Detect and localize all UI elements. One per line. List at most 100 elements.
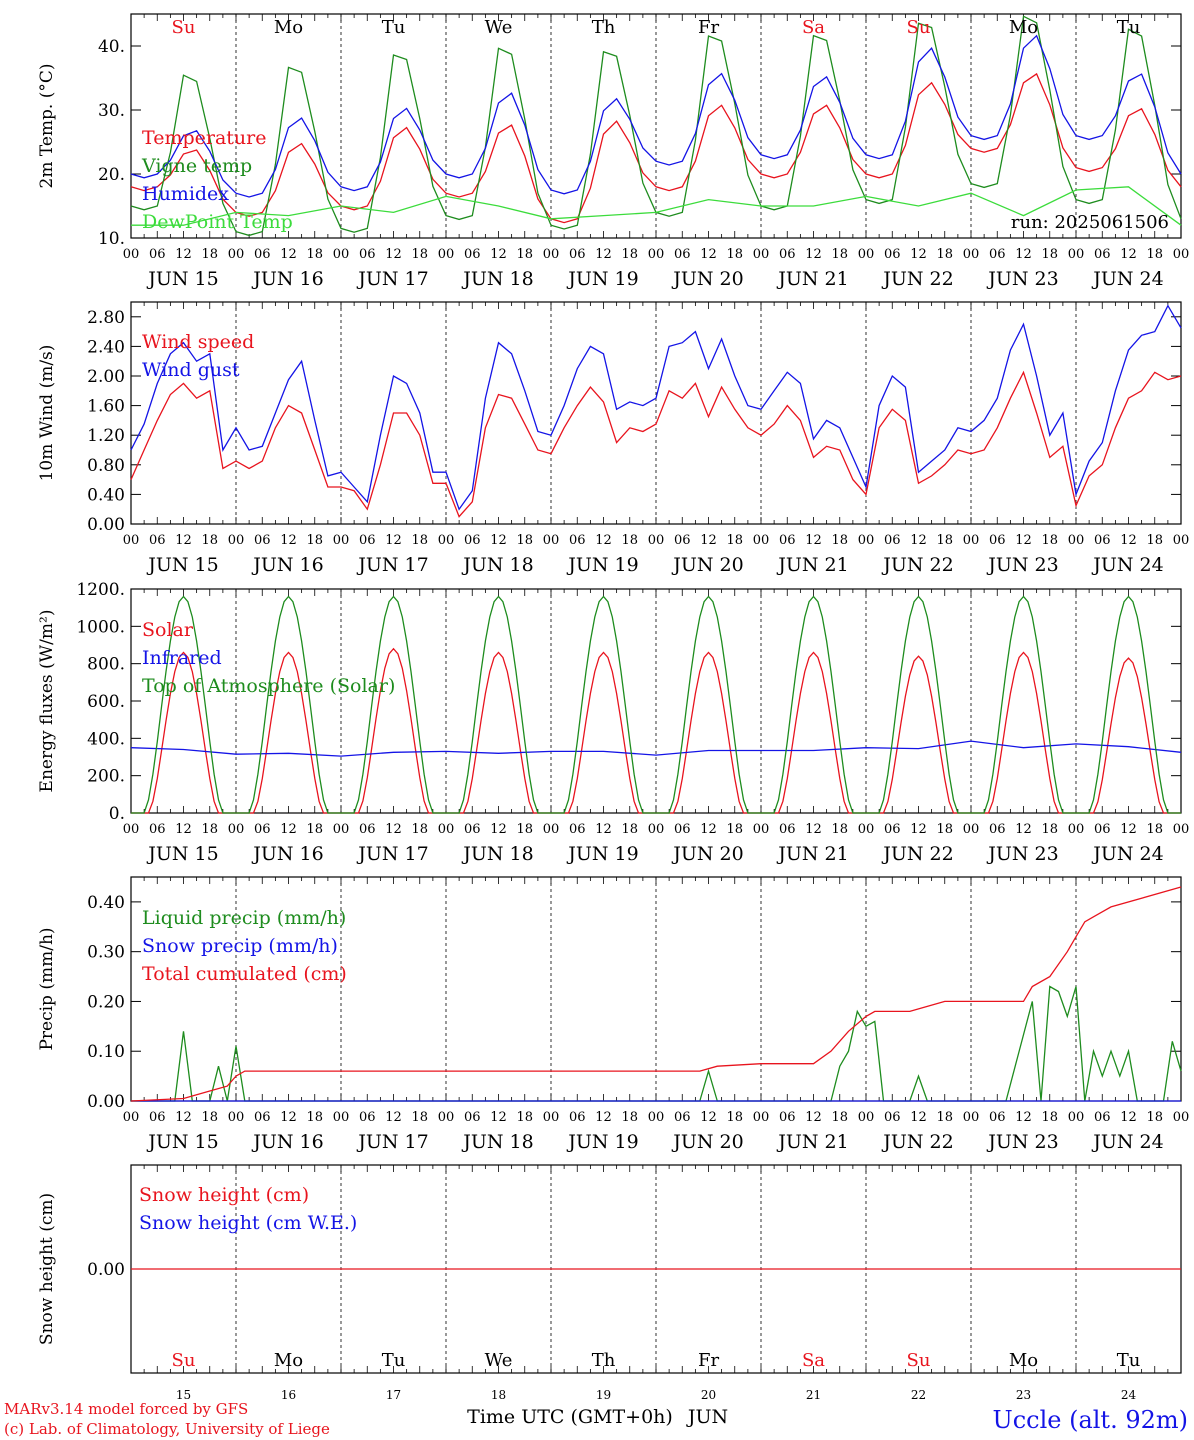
hour-label: 18 bbox=[726, 533, 743, 548]
panel-3: 0. 200. 400. 600. 800. 1000. 1200. Energy fluxe… bbox=[37, 580, 1189, 865]
y-tick-label: 0.00 bbox=[87, 1092, 125, 1112]
legend-entry: Wind speed bbox=[142, 331, 254, 353]
date-label: JUN 19 bbox=[566, 554, 638, 576]
date-label: JUN 21 bbox=[776, 268, 848, 290]
series-group bbox=[130, 304, 1182, 518]
date-label: JUN 23 bbox=[986, 268, 1058, 290]
y-tick-label: 0.40 bbox=[87, 485, 125, 505]
day-name-bottom: Fr bbox=[698, 1350, 719, 1371]
series-line-dewpoint-temp bbox=[131, 186, 1182, 226]
y-tick-label: 0.00 bbox=[87, 1260, 125, 1280]
hour-label: 00 bbox=[333, 533, 350, 548]
date-label: JUN 24 bbox=[1091, 554, 1163, 576]
hour-label: 12 bbox=[1015, 1110, 1032, 1125]
panel-4: 0.00 0.10 0.20 0.30 0.40 Precip (mm/h) Liquid … bbox=[37, 876, 1189, 1153]
y-tick-label: 10. bbox=[98, 229, 125, 249]
panel-1: 10. 20. 30. 40. 2m Temp. (°C) Temperature Vign… bbox=[37, 13, 1190, 290]
hour-label: 00 bbox=[333, 822, 350, 837]
hour-label: 00 bbox=[123, 247, 140, 262]
legend-entry: Solar bbox=[142, 619, 194, 641]
hour-label: 12 bbox=[910, 247, 927, 262]
hour-label: 12 bbox=[385, 822, 402, 837]
hour-label: 18 bbox=[411, 822, 428, 837]
day-number: 20 bbox=[701, 1388, 716, 1402]
day-number: 22 bbox=[911, 1388, 926, 1402]
day-name-top: Fr bbox=[698, 17, 719, 38]
hour-label: 00 bbox=[543, 1110, 560, 1125]
day-number: 16 bbox=[281, 1388, 296, 1402]
day-name-top: Tu bbox=[382, 17, 406, 38]
legend-entry: DewPoint Temp bbox=[142, 211, 293, 233]
series-line-wind-gust bbox=[130, 304, 1182, 511]
hour-label: 12 bbox=[805, 247, 822, 262]
date-label: JUN 22 bbox=[881, 843, 953, 865]
date-label: JUN 17 bbox=[356, 1131, 428, 1153]
hour-label: 00 bbox=[963, 822, 980, 837]
hour-label: 18 bbox=[936, 533, 953, 548]
day-number: 24 bbox=[1121, 1388, 1137, 1402]
hour-label: 12 bbox=[595, 247, 612, 262]
hour-label: 06 bbox=[779, 822, 796, 837]
date-label: JUN 18 bbox=[461, 554, 533, 576]
hour-label: 12 bbox=[175, 1110, 192, 1125]
y-tick-label: 0. bbox=[109, 804, 125, 824]
hour-label: 18 bbox=[621, 247, 638, 262]
hour-label: 00 bbox=[648, 533, 665, 548]
hour-label: 00 bbox=[858, 247, 875, 262]
series-group bbox=[130, 15, 1182, 237]
series-line-total-cumulated-cm- bbox=[130, 886, 1182, 1102]
day-name-bottom: Mo bbox=[1009, 1350, 1038, 1371]
y-tick-label: 1000. bbox=[76, 617, 125, 637]
day-number: 18 bbox=[491, 1388, 506, 1402]
hour-label: 00 bbox=[1173, 247, 1190, 262]
hour-label: 00 bbox=[1068, 533, 1085, 548]
series-line-infrared bbox=[130, 740, 1182, 757]
y-tick-label: 1.20 bbox=[87, 426, 125, 446]
y-tick-label: 0.30 bbox=[87, 943, 125, 963]
hour-label: 06 bbox=[149, 247, 166, 262]
hour-label: 00 bbox=[228, 247, 245, 262]
panel-frame bbox=[130, 588, 1182, 814]
date-label: JUN 17 bbox=[356, 554, 428, 576]
hour-label: 18 bbox=[831, 1110, 848, 1125]
day-name-top: We bbox=[485, 17, 513, 38]
hour-label: 06 bbox=[464, 533, 481, 548]
date-label: JUN 22 bbox=[881, 554, 953, 576]
hour-label: 18 bbox=[516, 1110, 533, 1125]
hour-label: 18 bbox=[516, 533, 533, 548]
hour-label: 12 bbox=[1120, 247, 1137, 262]
hour-label: 06 bbox=[569, 822, 586, 837]
hour-label: 12 bbox=[1120, 822, 1137, 837]
y-tick-label: 2.80 bbox=[87, 308, 125, 328]
series-line-top-of-atmosphere-solar- bbox=[131, 595, 1181, 814]
hour-label: 12 bbox=[280, 822, 297, 837]
y-axis-label: Precip (mm/h) bbox=[37, 927, 57, 1050]
y-tick-label: 2.40 bbox=[87, 337, 125, 357]
hour-label: 18 bbox=[936, 822, 953, 837]
hour-label: 18 bbox=[201, 533, 218, 548]
hour-label: 06 bbox=[464, 1110, 481, 1125]
hour-label: 00 bbox=[1068, 1110, 1085, 1125]
hour-label: 18 bbox=[306, 1110, 323, 1125]
hour-label: 00 bbox=[963, 247, 980, 262]
hour-label: 06 bbox=[779, 1110, 796, 1125]
hour-label: 06 bbox=[884, 822, 901, 837]
day-name-top: Th bbox=[592, 17, 616, 38]
date-label: JUN 16 bbox=[251, 554, 323, 576]
hour-label: 18 bbox=[831, 822, 848, 837]
date-label: JUN 15 bbox=[146, 268, 218, 290]
day-name-bottom: Su bbox=[907, 1350, 931, 1371]
hour-label: 00 bbox=[333, 247, 350, 262]
day-name-top: Su bbox=[172, 17, 196, 38]
hour-label: 00 bbox=[858, 1110, 875, 1125]
hour-label: 06 bbox=[884, 1110, 901, 1125]
hour-label: 12 bbox=[805, 533, 822, 548]
hour-label: 12 bbox=[280, 247, 297, 262]
day-name-top: Su bbox=[907, 17, 931, 38]
hour-label: 06 bbox=[779, 247, 796, 262]
hour-label: 06 bbox=[464, 247, 481, 262]
hour-label: 18 bbox=[1146, 822, 1163, 837]
series-line-liquid-precip-mm-h- bbox=[131, 985, 1182, 1102]
legend-entry: Top of Atmosphere (Solar) bbox=[142, 675, 395, 697]
hour-label: 06 bbox=[1094, 247, 1111, 262]
